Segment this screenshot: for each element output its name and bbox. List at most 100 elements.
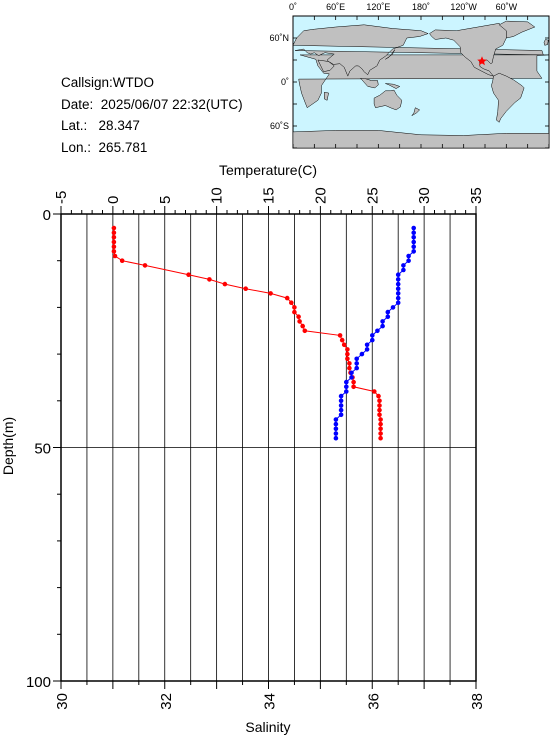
salinity-point [411, 239, 417, 245]
temperature-point [222, 281, 228, 287]
salinity-point [395, 295, 401, 301]
salinity-point [333, 417, 339, 422]
salinity-tick-label: 36 [365, 693, 382, 710]
land-shape [385, 83, 401, 89]
map-top-labels: 0˚ 60˚E 120˚E 180˚ 120˚W 60˚W [289, 2, 518, 12]
temperature-tick-label: -5 [53, 191, 70, 204]
lon-row: Lon.: 265.781 [61, 137, 243, 159]
depth-tick-label: 0 [43, 207, 51, 224]
lat-value: 28.347 [98, 118, 140, 133]
map-lon-label: 60˚E [326, 2, 345, 12]
salinity-point [359, 351, 365, 357]
depth-axis-label: Depth(m) [0, 417, 16, 475]
temperature-tick-label: 5 [157, 196, 174, 204]
temperature-point [345, 351, 350, 357]
salinity-point [354, 361, 360, 366]
temperature-point [377, 412, 382, 418]
salinity-point [344, 389, 349, 394]
map-lat-label: 60˚S [270, 121, 289, 131]
salinity-point [406, 253, 411, 259]
temperature-point [289, 300, 294, 306]
salinity-tick-label: 30 [54, 693, 71, 710]
salinity-tick-label: 38 [469, 693, 486, 710]
temperature-point [243, 286, 248, 292]
depth-tick-label: 50 [34, 441, 51, 458]
salinity-point [411, 244, 417, 249]
temperature-point [268, 291, 273, 296]
salinity-point [411, 249, 417, 254]
salinity-point [395, 277, 401, 282]
date-row: Date: 2025/06/07 22:32(UTC) [61, 94, 243, 116]
temperature-point [284, 295, 290, 301]
temperature-point [351, 379, 356, 385]
station-marker-icon [477, 56, 487, 66]
map-lon-label: 120˚E [366, 2, 390, 12]
salinity-point [338, 412, 344, 418]
temperature-point [111, 235, 117, 240]
land-shape [543, 39, 549, 46]
temperature-tick-label: 10 [209, 187, 226, 204]
date-value: 2025/06/07 22:32(UTC) [100, 96, 243, 112]
temperature-point [292, 305, 297, 310]
temperature-point [186, 272, 191, 278]
temperature-point [347, 361, 352, 366]
temperature-tick-label: 15 [261, 187, 278, 204]
salinity-point [349, 375, 354, 380]
date-label: Date: [61, 96, 94, 112]
map-lon-label: 120˚W [450, 2, 477, 12]
salinity-point [333, 431, 339, 436]
land-shape [324, 92, 329, 101]
temperature-point [377, 398, 382, 404]
map-land [292, 20, 550, 149]
salinity-point [390, 305, 396, 310]
map-lat-label: 0˚ [281, 77, 289, 87]
temperature-point [372, 389, 377, 394]
temperature-tick-label: 0 [105, 196, 122, 204]
salinity-point [411, 230, 417, 235]
lon-label: Lon.: [61, 139, 92, 155]
temperature-point [119, 258, 125, 264]
salinity-point [395, 281, 401, 287]
salinity-point [364, 347, 370, 352]
salinity-point [354, 356, 360, 362]
land-shape [491, 72, 525, 123]
temperature-point [341, 342, 347, 348]
temperature-point [297, 319, 302, 324]
temperature-point [376, 393, 381, 399]
temperature-point [207, 277, 212, 282]
temperature-point [351, 384, 356, 390]
salinity-point [338, 393, 344, 399]
callsign-value: WTDO [112, 75, 155, 90]
temperature-tick-label: 20 [312, 187, 329, 204]
temperature-point [378, 426, 383, 432]
salinity-point [344, 384, 349, 390]
land-shape [317, 59, 335, 72]
temperature-point [378, 431, 383, 436]
temperature-point [378, 417, 383, 422]
callsign-row: Callsign:WTDO [61, 72, 243, 94]
map-side-labels: 60˚N 0˚ 60˚S [269, 33, 289, 131]
land-shape [385, 49, 395, 60]
temperature-point [111, 239, 117, 245]
lon-value: 265.781 [98, 139, 148, 155]
temperature-point [347, 365, 352, 371]
salinity-point [401, 263, 406, 268]
temperature-point [300, 323, 306, 329]
temperature-point [337, 333, 343, 338]
salinity-point [370, 337, 375, 343]
salinity-point [395, 300, 401, 306]
salinity-point [395, 291, 401, 296]
temperature-axis-label: Temperature(C) [219, 162, 317, 178]
station-info: Callsign:WTDO Date: 2025/06/07 22:32(UTC… [61, 72, 243, 158]
salinity-point [395, 272, 401, 278]
salinity-point [401, 267, 406, 273]
salinity-tick-label: 34 [262, 693, 279, 710]
salinity-point [411, 225, 417, 231]
salinity-point [333, 426, 339, 432]
salinity-point [385, 309, 391, 315]
salinity-point [364, 342, 370, 348]
salinity-point [338, 407, 344, 413]
salinity-point [380, 319, 385, 324]
temperature-point [292, 309, 297, 315]
callsign-label: Callsign: [61, 75, 113, 90]
